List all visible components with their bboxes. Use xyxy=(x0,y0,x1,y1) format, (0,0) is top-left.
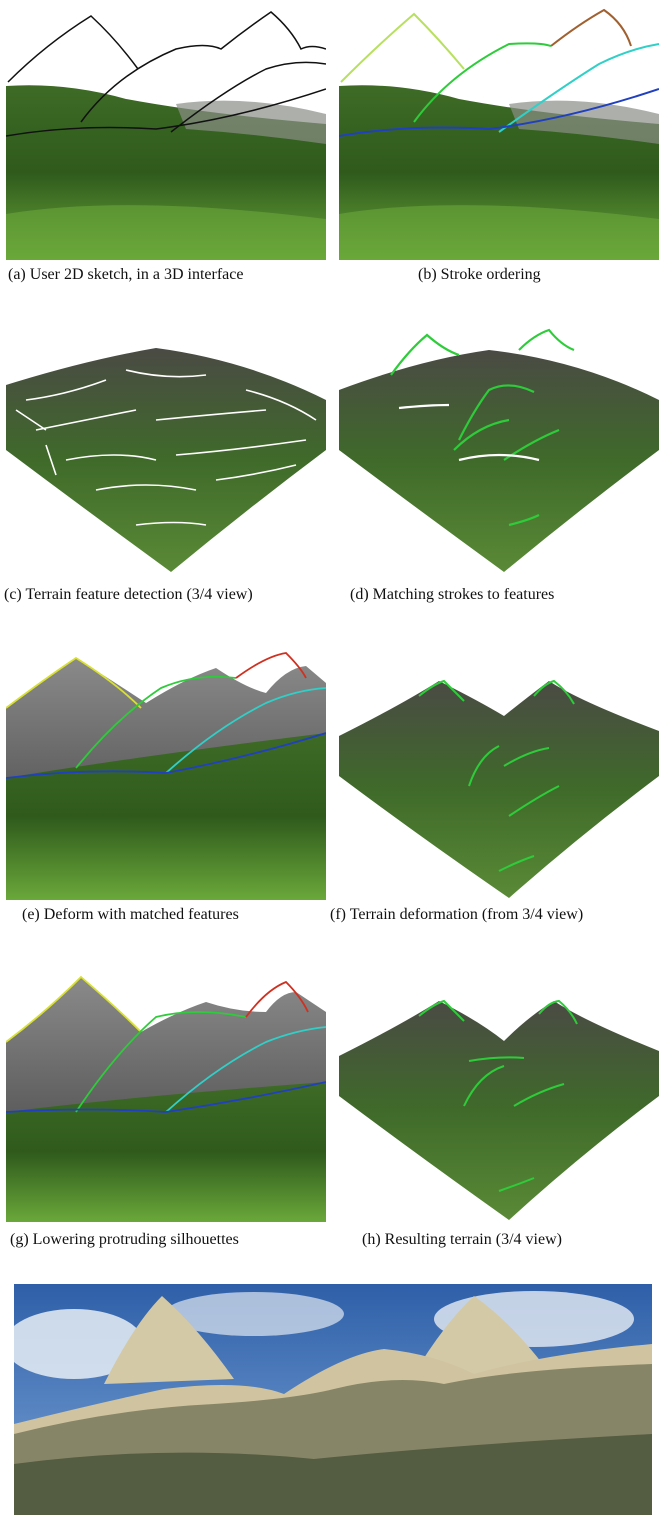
panel-e-image xyxy=(6,648,326,900)
caption-f: (f) Terrain deformation (from 3/4 view) xyxy=(330,906,584,923)
caption-b: (b) Stroke ordering xyxy=(418,266,541,283)
panel-d-image xyxy=(339,320,659,574)
caption-a: (a) User 2D sketch, in a 3D interface xyxy=(8,266,244,283)
caption-e: (e) Deform with matched features xyxy=(22,906,239,923)
panel-i-image xyxy=(14,1284,652,1515)
caption-d: (d) Matching strokes to features xyxy=(350,586,555,603)
caption-c: (c) Terrain feature detection (3/4 view) xyxy=(4,586,253,603)
panel-h-image xyxy=(339,996,659,1222)
panel-a-image xyxy=(6,4,326,260)
panel-g-image xyxy=(6,972,326,1222)
panel-f-image xyxy=(339,676,659,900)
panel-c-image xyxy=(6,340,326,574)
caption-h: (h) Resulting terrain (3/4 view) xyxy=(362,1231,562,1248)
caption-g: (g) Lowering protruding silhouettes xyxy=(10,1231,239,1248)
panel-b-image xyxy=(339,4,659,260)
